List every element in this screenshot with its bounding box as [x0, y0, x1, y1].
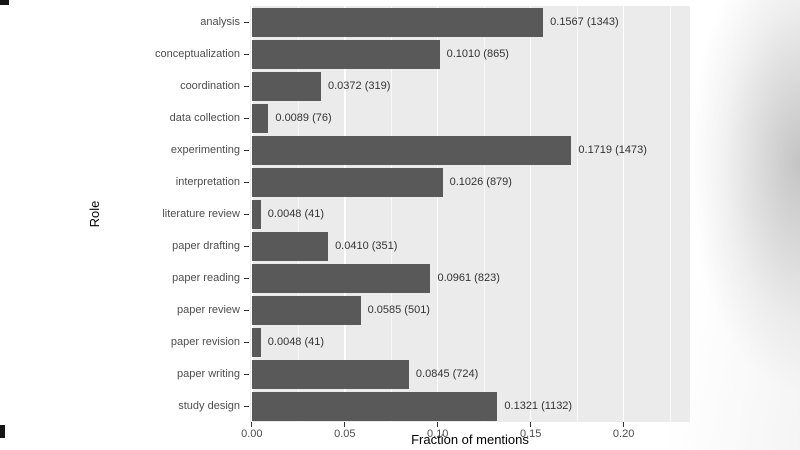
y-tick-mark [244, 117, 249, 119]
bar-interpretation [251, 167, 443, 197]
y-tick-mark [244, 21, 249, 23]
x-tick-mark [344, 422, 346, 427]
bar-value-label-paper-reading: 0.0961 (823) [437, 272, 500, 284]
grid-major-line [344, 6, 346, 422]
y-tick-label-coordination: coordination [180, 80, 240, 92]
y-tick-mark [244, 373, 249, 375]
y-tick-mark [244, 245, 249, 247]
y-tick-mark [244, 53, 249, 55]
bar-value-label-paper-writing: 0.0845 (724) [415, 368, 479, 380]
y-tick-label-literature-review: literature review [162, 208, 240, 220]
bar-paper-writing [251, 359, 409, 389]
bar-value-label-study-design: 0.1321 (1132) [504, 400, 573, 412]
y-tick-label-conceptualization: conceptualization [154, 48, 240, 60]
x-tick-mark [251, 422, 253, 427]
bar-value-label-paper-review: 0.0585 (501) [367, 304, 430, 316]
grid-minor-line [576, 6, 578, 422]
y-tick-mark [244, 149, 249, 151]
y-tick-label-paper-drafting: paper drafting [172, 240, 240, 252]
bar-study-design [251, 391, 498, 421]
grid-major-line [529, 6, 532, 422]
grid-minor-line [483, 6, 485, 422]
y-tick-label-paper-revision: paper revision [170, 336, 240, 348]
y-tick-label-experimenting: experimenting [170, 144, 240, 156]
grid-major-line [436, 6, 439, 422]
y-tick-label-interpretation: interpretation [175, 176, 240, 188]
y-tick-label-data-collection: data collection [169, 112, 240, 124]
x-axis-title: Fraction of mentions [411, 432, 529, 447]
x-tick-label: 0.10 [427, 428, 449, 440]
bar-value-label-coordination: 0.0372 (319) [328, 80, 391, 92]
bar-paper-review [251, 295, 361, 325]
bar-paper-reading [251, 263, 431, 293]
y-tick-mark [244, 341, 249, 343]
bar-literature-review [251, 199, 261, 229]
y-tick-mark [244, 277, 249, 279]
y-tick-label-paper-reading: paper reading [172, 272, 240, 284]
x-tick-label: 0.15 [519, 428, 542, 440]
grid-minor-line [669, 6, 671, 422]
screen-artifact-bottom-left [0, 425, 5, 438]
y-tick-mark [244, 181, 249, 183]
bar-paper-drafting [251, 231, 329, 261]
x-tick-label: 0.20 [612, 428, 635, 440]
plot-panel: 0.1567 (1343) 0.1010 (865) 0.0372 (319) 0.0… [250, 6, 690, 422]
x-tick-label: 0.00 [241, 428, 263, 440]
y-tick-label-paper-review: paper review [177, 304, 240, 316]
bar-value-label-paper-revision: 0.0048 (41) [267, 336, 325, 348]
bar-value-label-literature-review: 0.0048 (41) [267, 208, 325, 220]
x-tick-mark [530, 422, 532, 427]
bar-experimenting [251, 135, 572, 165]
grid-minor-line [390, 6, 392, 422]
bar-value-label-conceptualization: 0.1010 (865) [446, 48, 509, 60]
screen-artifact-top-left [0, 0, 9, 5]
y-tick-label-analysis: analysis [200, 16, 240, 28]
bar-value-label-data-collection: 0.0089 (76) [275, 112, 332, 124]
bar-paper-revision [251, 327, 261, 357]
y-tick-label-paper-writing: paper writing [177, 368, 240, 380]
y-tick-mark [244, 85, 249, 87]
bar-analysis [251, 7, 544, 37]
bar-value-label-paper-drafting: 0.0410 (351) [335, 240, 398, 252]
y-tick-mark [244, 405, 249, 407]
y-tick-mark [244, 213, 249, 215]
grid-major-line [622, 6, 625, 422]
bar-data-collection [251, 103, 269, 133]
y-tick-label-study-design: study design [178, 400, 240, 412]
x-tick-mark [623, 422, 625, 427]
x-tick-mark [437, 422, 439, 427]
bar-coordination [251, 71, 321, 101]
grid-minor-line [297, 6, 299, 422]
y-tick-mark [244, 309, 249, 311]
bar-value-label-interpretation: 0.1026 (879) [449, 176, 512, 188]
x-tick-label: 0.05 [334, 428, 356, 440]
bar-value-label-experimenting: 0.1719 (1473) [578, 144, 647, 156]
bar-conceptualization [251, 39, 440, 69]
bar-value-label-analysis: 0.1567 (1343) [550, 16, 619, 28]
